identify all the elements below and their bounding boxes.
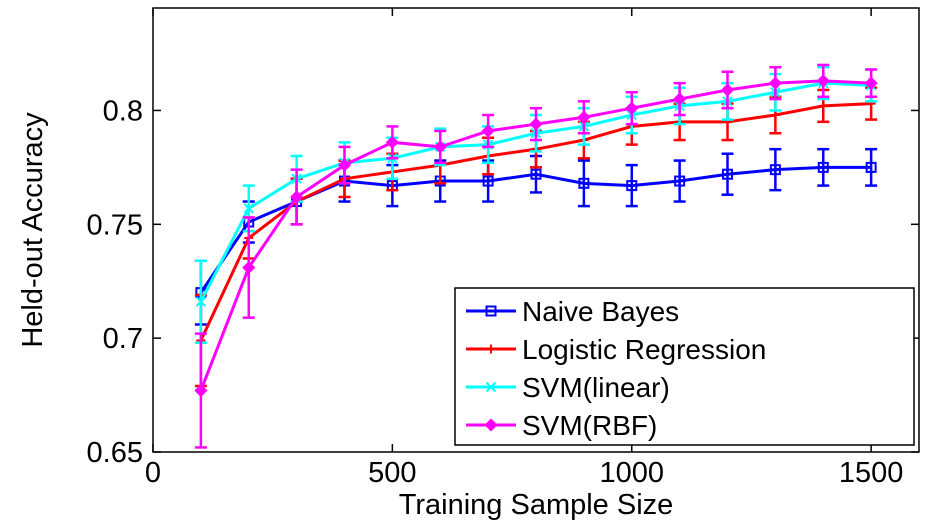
legend-label: SVM(linear) — [522, 372, 670, 403]
data-point — [530, 168, 542, 180]
data-point — [481, 124, 495, 138]
data-point — [578, 177, 590, 189]
y-tick-label: 0.75 — [87, 209, 143, 241]
data-point — [385, 135, 399, 149]
data-point — [720, 83, 735, 97]
data-point — [673, 92, 687, 106]
y-tick-label: 0.8 — [103, 95, 143, 127]
data-point — [243, 203, 254, 214]
data-point — [768, 76, 782, 90]
data-point — [290, 190, 304, 204]
legend-label: Logistic Regression — [522, 334, 766, 365]
legend-entry: Logistic Regression — [466, 334, 766, 365]
legend-label: SVM(RBF) — [522, 410, 657, 441]
x-tick-label: 500 — [368, 457, 416, 489]
data-point — [337, 158, 352, 172]
x-axis-title: Training Sample Size — [399, 489, 674, 521]
data-point — [865, 161, 877, 173]
data-point — [486, 344, 496, 354]
data-point — [242, 261, 256, 275]
plot-area-frame — [152, 7, 920, 453]
data-point — [482, 175, 494, 187]
data-point — [626, 180, 638, 192]
data-point — [625, 101, 639, 115]
x-tick-label: 1000 — [599, 457, 664, 489]
data-point — [770, 110, 780, 120]
data-point — [864, 76, 878, 90]
data-point — [484, 418, 498, 432]
y-tick-label: 0.7 — [103, 323, 143, 355]
data-point — [818, 101, 828, 111]
data-point — [529, 117, 543, 131]
legend-entry: Naive Bayes — [466, 296, 679, 327]
data-point — [433, 140, 447, 154]
legend: Naive Bayes Logistic Regression SVM(linear… — [454, 287, 915, 446]
data-point — [816, 74, 830, 88]
legend-label: Naive Bayes — [522, 296, 679, 327]
data-point — [195, 296, 207, 307]
y-axis-title: Held-out Accuracy — [17, 112, 49, 348]
y-tick-label: 0.65 — [87, 437, 143, 469]
x-tick-label: 0 — [145, 457, 161, 489]
legend-entry: SVM(linear) — [466, 372, 670, 403]
legend-entry: SVM(RBF) — [466, 410, 657, 441]
data-point — [485, 381, 497, 393]
data-point — [674, 175, 686, 187]
data-point — [577, 110, 591, 124]
data-point — [194, 383, 208, 398]
data-point — [722, 168, 733, 180]
data-point — [817, 161, 829, 173]
data-point — [485, 305, 497, 317]
data-point — [769, 164, 781, 176]
series-svm-rbf- — [194, 63, 878, 449]
legend-box — [454, 287, 915, 446]
x-tick-label: 1500 — [839, 457, 904, 489]
